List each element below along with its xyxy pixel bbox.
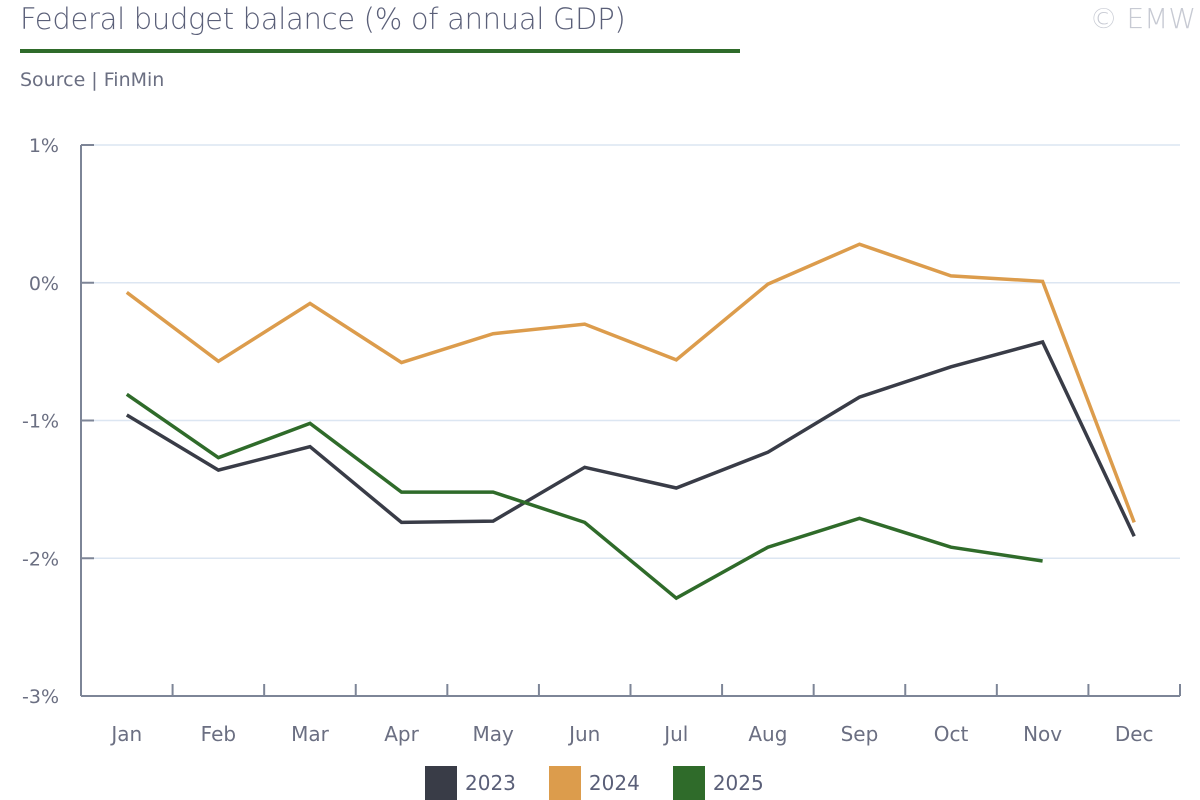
legend-item-2023[interactable]: 2023 bbox=[425, 766, 516, 800]
x-tick-label: Aug bbox=[748, 722, 787, 746]
x-tick-label: Nov bbox=[1023, 722, 1062, 746]
legend-swatch bbox=[425, 766, 457, 800]
x-tick-label: Mar bbox=[291, 722, 330, 746]
chart-title: Federal budget balance (% of annual GDP) bbox=[20, 2, 626, 36]
series-line-2024 bbox=[125, 242, 1136, 524]
gridlines bbox=[81, 144, 1180, 559]
y-tick-label: 0% bbox=[29, 273, 59, 295]
legend-label: 2023 bbox=[465, 771, 516, 795]
source-label: Source | FinMin bbox=[20, 69, 165, 91]
x-tick-label: Oct bbox=[934, 722, 969, 746]
x-tick-label: May bbox=[472, 722, 514, 746]
legend-label: 2024 bbox=[588, 771, 640, 795]
x-tick-label: Jan bbox=[109, 722, 142, 746]
copyright-label: © EMW bbox=[1089, 2, 1196, 35]
series-line-2025 bbox=[125, 392, 1043, 601]
legend-swatch bbox=[548, 766, 581, 800]
x-tick-label: Apr bbox=[384, 722, 419, 746]
axes bbox=[80, 144, 1181, 697]
legend-item-2025[interactable]: 2025 bbox=[672, 766, 764, 800]
tick-labels: 1% 0% -1% -2% -3% Jan Feb Mar Apr May Jun Jul Aug Sep… bbox=[22, 135, 1154, 746]
x-tick-label: Sep bbox=[841, 722, 879, 746]
y-tick-label: -2% bbox=[22, 548, 59, 570]
series-lines bbox=[125, 242, 1136, 601]
x-tick-label: Jul bbox=[662, 722, 688, 746]
legend-item-2024[interactable]: 2024 bbox=[548, 766, 640, 800]
y-tick-label: 1% bbox=[29, 135, 59, 157]
y-tick-label: -3% bbox=[22, 686, 59, 708]
x-tick-label: Dec bbox=[1115, 722, 1154, 746]
x-tick-label: Feb bbox=[201, 722, 236, 746]
title-underline bbox=[20, 49, 740, 53]
x-tick-label: Jun bbox=[567, 722, 600, 746]
legend-swatch bbox=[672, 766, 705, 800]
y-tick-label: -1% bbox=[22, 411, 59, 433]
legend-label: 2025 bbox=[712, 771, 764, 795]
series-line-2023 bbox=[125, 339, 1136, 537]
legend: 2023 2024 2025 bbox=[425, 766, 797, 800]
